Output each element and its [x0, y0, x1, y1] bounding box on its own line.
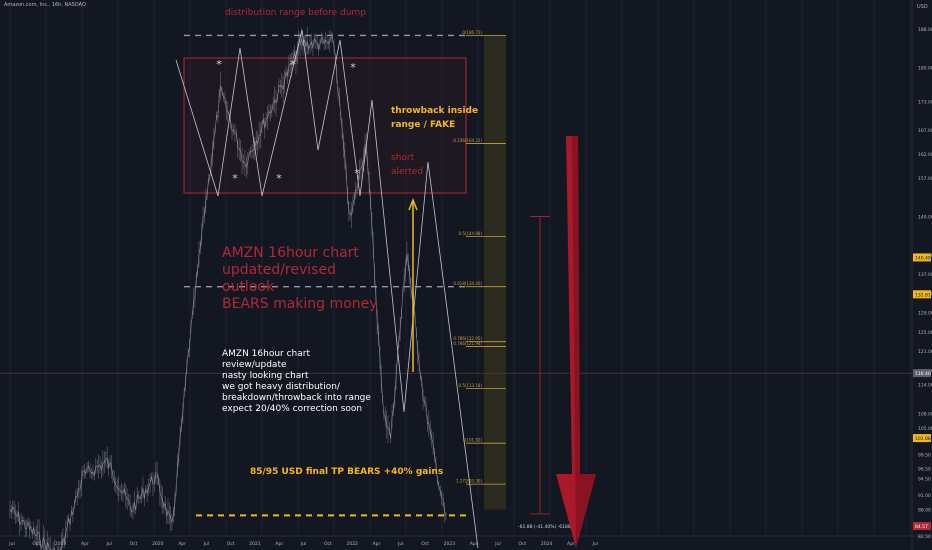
swing-marker: * — [350, 61, 356, 74]
price-tick-label: 96.50 — [918, 467, 931, 473]
price-label-badge — [913, 290, 931, 299]
fib-shade — [484, 35, 506, 510]
price-tick-label: 125.00 — [918, 330, 932, 336]
time-tick-label: Apr — [567, 541, 575, 547]
price-label-text: 116.40 — [915, 371, 931, 377]
time-tick-label: Oct — [421, 541, 429, 547]
price-tick-label: 188.00 — [918, 27, 932, 33]
annotation-target: 85/95 USD final TP BEARS +40% gains — [250, 467, 444, 477]
time-tick-label: Jul — [494, 541, 500, 547]
time-tick-label: 2023 — [444, 541, 456, 547]
time-tick-label: Jul — [397, 541, 403, 547]
fib-level-label: 0.5(144.88) — [459, 231, 483, 236]
fib-level-label: 0.5(113.18) — [459, 383, 483, 388]
price-label-badge — [913, 253, 931, 262]
time-tick-label: Jul — [591, 541, 597, 547]
time-tick-label: Oct — [227, 541, 235, 547]
fib-level-label: 0.618(134.40) — [453, 281, 482, 286]
price-tick-label: 108.00 — [918, 412, 932, 418]
annotation-review: AMZN 16hour chart review/update nasty lo… — [222, 349, 371, 414]
time-tick-label: Apr — [373, 541, 381, 547]
symbol-header: Amazon.com, Inc., 16h, NASDAQ — [4, 2, 86, 8]
price-tick-label: 167.00 — [918, 128, 932, 134]
price-tick-label: 173.00 — [918, 99, 932, 105]
time-tick-label: Jul — [8, 541, 14, 547]
price-label-text: 140.49 — [915, 255, 931, 261]
time-tick-label: Oct — [130, 541, 138, 547]
annotation-distribution: distribution range before dump — [225, 8, 366, 18]
time-tick-label: 2024 — [541, 541, 553, 547]
price-tick-label: 157.00 — [918, 176, 932, 182]
price-tick-label: 129.00 — [918, 311, 932, 317]
time-tick-label: 2021 — [249, 541, 261, 547]
price-label-badge — [913, 369, 931, 378]
time-tick-label: Oct — [32, 541, 40, 547]
price-tick-label: 94.50 — [918, 476, 931, 482]
price-tick-label: 88.00 — [918, 508, 931, 514]
swing-marker: * — [216, 58, 222, 71]
fib-level-label: 1(101.82) — [462, 438, 482, 443]
breakdown-path — [371, 99, 479, 549]
swing-marker: * — [232, 172, 238, 185]
price-label-text: 84.57 — [915, 524, 928, 530]
annotation-short-alerted: short alerted — [391, 153, 424, 177]
time-tick-label: Jul — [203, 541, 209, 547]
price-series-line — [9, 36, 447, 550]
zigzag-line — [175, 29, 373, 197]
time-tick-label: Apr — [81, 541, 89, 547]
price-tick-label: 162.00 — [918, 152, 932, 158]
annotation-headline: AMZN 16hour chart updated/revised outloo… — [222, 245, 378, 312]
price-tick-label: 149.00 — [918, 215, 932, 221]
price-tick-label: 180.00 — [918, 66, 932, 72]
fib-level-label: 0(186.72) — [462, 30, 482, 35]
fib-level-label: 0.786(121.94) — [453, 341, 482, 346]
price-tick-label: 105.00 — [918, 426, 932, 432]
currency-label: USD — [917, 4, 928, 10]
fib-level-label: 0.236(164.22) — [453, 138, 482, 143]
time-tick-label: 2022 — [346, 541, 358, 547]
time-tick-label: Jul — [300, 541, 306, 547]
price-tick-label: 99.50 — [918, 452, 931, 458]
time-tick-label: Oct — [518, 541, 526, 547]
measure-label: -61.88 (-41.40%) -6188 — [518, 524, 571, 530]
time-tick-label: Apr — [470, 541, 478, 547]
swing-marker: * — [354, 167, 360, 180]
time-tick-label: Jul — [105, 541, 111, 547]
time-tick-label: Apr — [275, 541, 283, 547]
price-tick-label: 137.00 — [918, 272, 932, 278]
swing-marker: * — [290, 58, 296, 71]
price-tick-label: 114.00 — [918, 383, 932, 389]
price-label-text: 102.88 — [915, 436, 931, 442]
price-tick-label: 121.00 — [918, 349, 932, 355]
swing-marker: * — [276, 172, 282, 185]
price-tick-label: 91.00 — [918, 493, 931, 499]
bear-arrow-shade — [572, 136, 596, 548]
price-label-text: 132.81 — [915, 292, 931, 298]
time-tick-label: 2020 — [152, 541, 164, 547]
time-tick-label: Oct — [324, 541, 332, 547]
annotation-throwback: throwback inside range / FAKE — [391, 106, 479, 130]
throwback-arrowhead — [408, 197, 418, 211]
time-tick-label: Apr — [178, 541, 186, 547]
price-tick-label: 82.50 — [918, 534, 931, 540]
price-label-badge — [913, 434, 931, 443]
price-label-badge — [913, 522, 931, 531]
fib-level-label: 0.786(122.95) — [453, 336, 482, 341]
time-tick-label: 2019 — [55, 541, 67, 547]
